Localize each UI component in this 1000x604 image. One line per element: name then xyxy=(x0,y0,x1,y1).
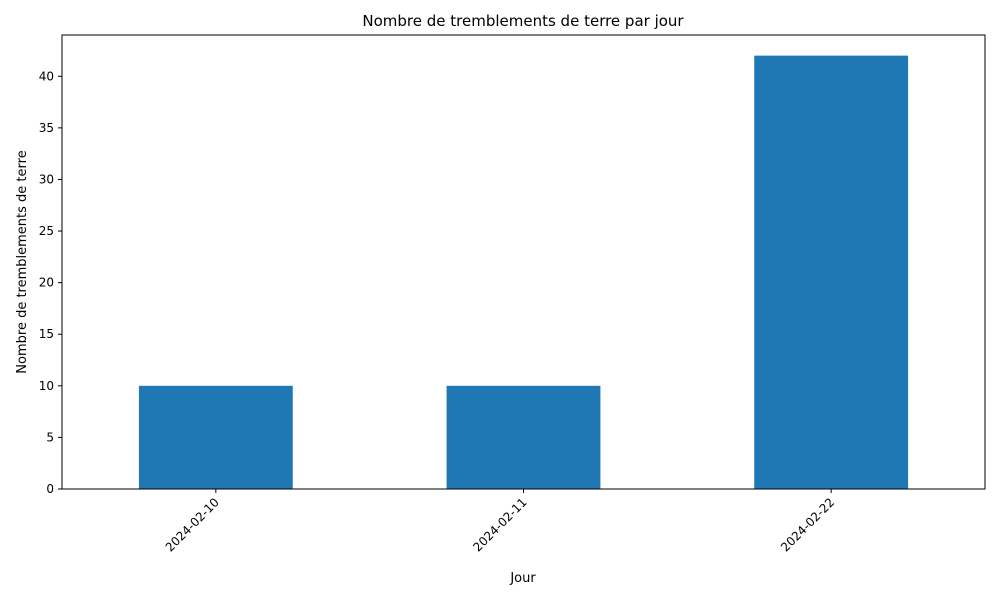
bar-2024-02-11 xyxy=(446,385,601,489)
y-tick-label: 40 xyxy=(39,69,54,83)
bar-2024-02-22 xyxy=(754,55,909,490)
x-axis: 2024-02-10 2024-02-11 2024-02-22 xyxy=(163,489,837,554)
y-tick-label: 5 xyxy=(46,430,54,444)
y-tick-label: 15 xyxy=(39,327,54,341)
bar-2024-02-10 xyxy=(138,385,293,489)
y-tick-label: 25 xyxy=(39,224,54,238)
x-tick-label: 2024-02-10 xyxy=(163,495,222,554)
chart-title: Nombre de tremblements de terre par jour xyxy=(362,12,684,30)
x-tick-label: 2024-02-22 xyxy=(778,495,837,554)
y-tick-label: 20 xyxy=(39,276,54,290)
x-axis-label: Jour xyxy=(509,571,536,586)
y-tick-label: 0 xyxy=(46,482,54,496)
y-tick-label: 30 xyxy=(39,172,54,186)
y-tick-label: 10 xyxy=(39,379,54,393)
bars-group xyxy=(138,55,909,490)
y-tick-label: 35 xyxy=(39,121,54,135)
x-tick-label: 2024-02-11 xyxy=(470,495,529,554)
plot-frame xyxy=(61,34,986,490)
y-axis-label: Nombre de tremblements de terre xyxy=(15,150,30,373)
y-axis: 0 5 10 15 20 25 30 35 40 xyxy=(39,69,62,496)
